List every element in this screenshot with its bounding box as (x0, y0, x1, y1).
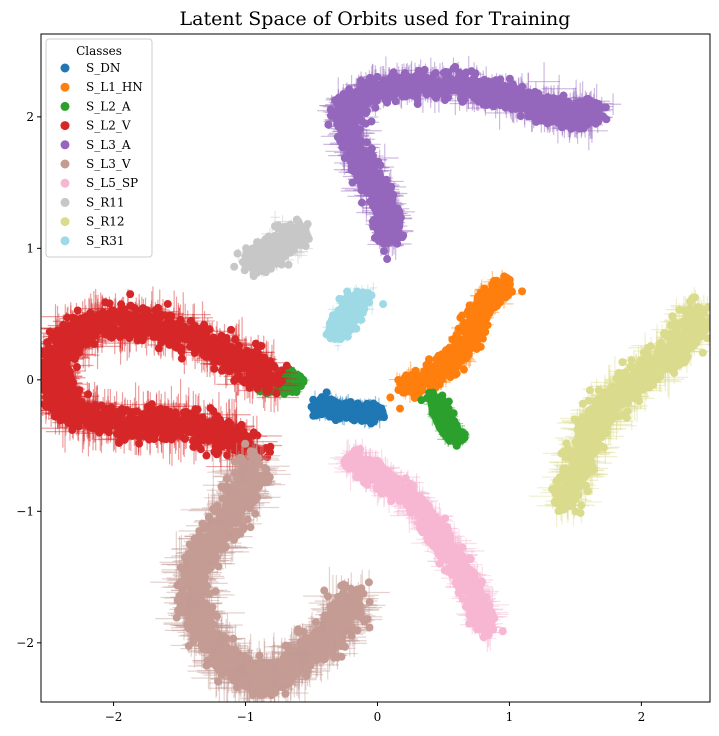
data-point (418, 376, 427, 385)
data-point (260, 353, 269, 362)
data-point (386, 393, 395, 402)
data-point (231, 335, 240, 344)
data-point (335, 405, 344, 414)
data-point (331, 416, 340, 425)
data-point (449, 350, 458, 359)
data-point (425, 355, 434, 364)
data-point (120, 330, 129, 339)
data-point (341, 399, 350, 408)
data-point (363, 402, 372, 411)
data-point (400, 385, 409, 394)
data-point (402, 371, 411, 380)
data-point (322, 388, 331, 397)
data-point (246, 360, 255, 369)
data-point (245, 383, 254, 392)
data-point (253, 346, 262, 355)
data-point (429, 398, 438, 407)
series-s-dn-0 (307, 388, 389, 429)
plot-area (41, 55, 710, 702)
data-point (442, 361, 451, 370)
data-point (345, 407, 354, 416)
data-point (487, 296, 496, 305)
series-s-l2-a-3 (417, 388, 471, 450)
data-point (504, 281, 513, 290)
data-point (213, 343, 222, 352)
data-point (465, 301, 474, 310)
data-point (151, 306, 160, 315)
data-point (230, 350, 239, 359)
data-point (227, 325, 236, 334)
data-point (427, 391, 436, 400)
data-point (456, 313, 465, 322)
data-point (375, 409, 384, 418)
data-point (459, 344, 468, 353)
data-point (128, 328, 137, 337)
data-point (451, 360, 460, 369)
data-point (497, 279, 506, 288)
data-point (126, 290, 135, 299)
data-point (350, 416, 359, 425)
data-point (437, 370, 446, 379)
data-point (498, 292, 507, 301)
data-point (355, 409, 364, 418)
data-point (285, 387, 294, 396)
data-point (426, 371, 435, 380)
data-point (475, 311, 484, 320)
data-point (411, 382, 420, 391)
series-s-l2-v-4 (41, 286, 302, 483)
data-point (130, 303, 139, 312)
data-point (278, 376, 287, 385)
data-point (161, 336, 170, 345)
data-point (150, 315, 159, 324)
data-point (472, 344, 481, 353)
data-point (177, 354, 186, 363)
data-point (396, 404, 405, 413)
data-point (174, 332, 183, 341)
data-point (73, 306, 82, 315)
data-point (272, 389, 281, 398)
data-point (163, 299, 172, 308)
data-point (459, 365, 468, 374)
data-point (255, 364, 264, 373)
data-point (500, 272, 509, 281)
data-point (432, 355, 441, 364)
data-point (325, 412, 334, 421)
data-point (259, 377, 268, 386)
data-point (458, 428, 467, 437)
data-point (220, 363, 229, 372)
data-point (478, 320, 487, 329)
data-point (518, 287, 527, 296)
data-point (270, 362, 279, 371)
data-point (161, 324, 170, 333)
series-s-l1-hn-1 (386, 269, 527, 413)
data-point (396, 379, 405, 388)
data-point (467, 328, 476, 337)
data-point (444, 425, 453, 434)
data-point (143, 306, 152, 315)
data-point (425, 378, 434, 387)
data-point (315, 398, 324, 407)
data-point (190, 342, 199, 351)
data-point (132, 313, 141, 322)
data-point (237, 356, 246, 365)
data-point (268, 374, 277, 383)
data-point (310, 403, 319, 412)
data-point (210, 364, 219, 373)
data-point (452, 369, 461, 378)
data-point (410, 393, 419, 402)
data-point (194, 326, 203, 335)
data-point (417, 396, 426, 405)
data-point (433, 362, 442, 371)
chart-title: Latent Space of Orbits used for Training (180, 8, 571, 30)
data-point (142, 326, 151, 335)
data-point (329, 403, 338, 412)
data-point (446, 373, 455, 382)
data-point (439, 413, 448, 422)
